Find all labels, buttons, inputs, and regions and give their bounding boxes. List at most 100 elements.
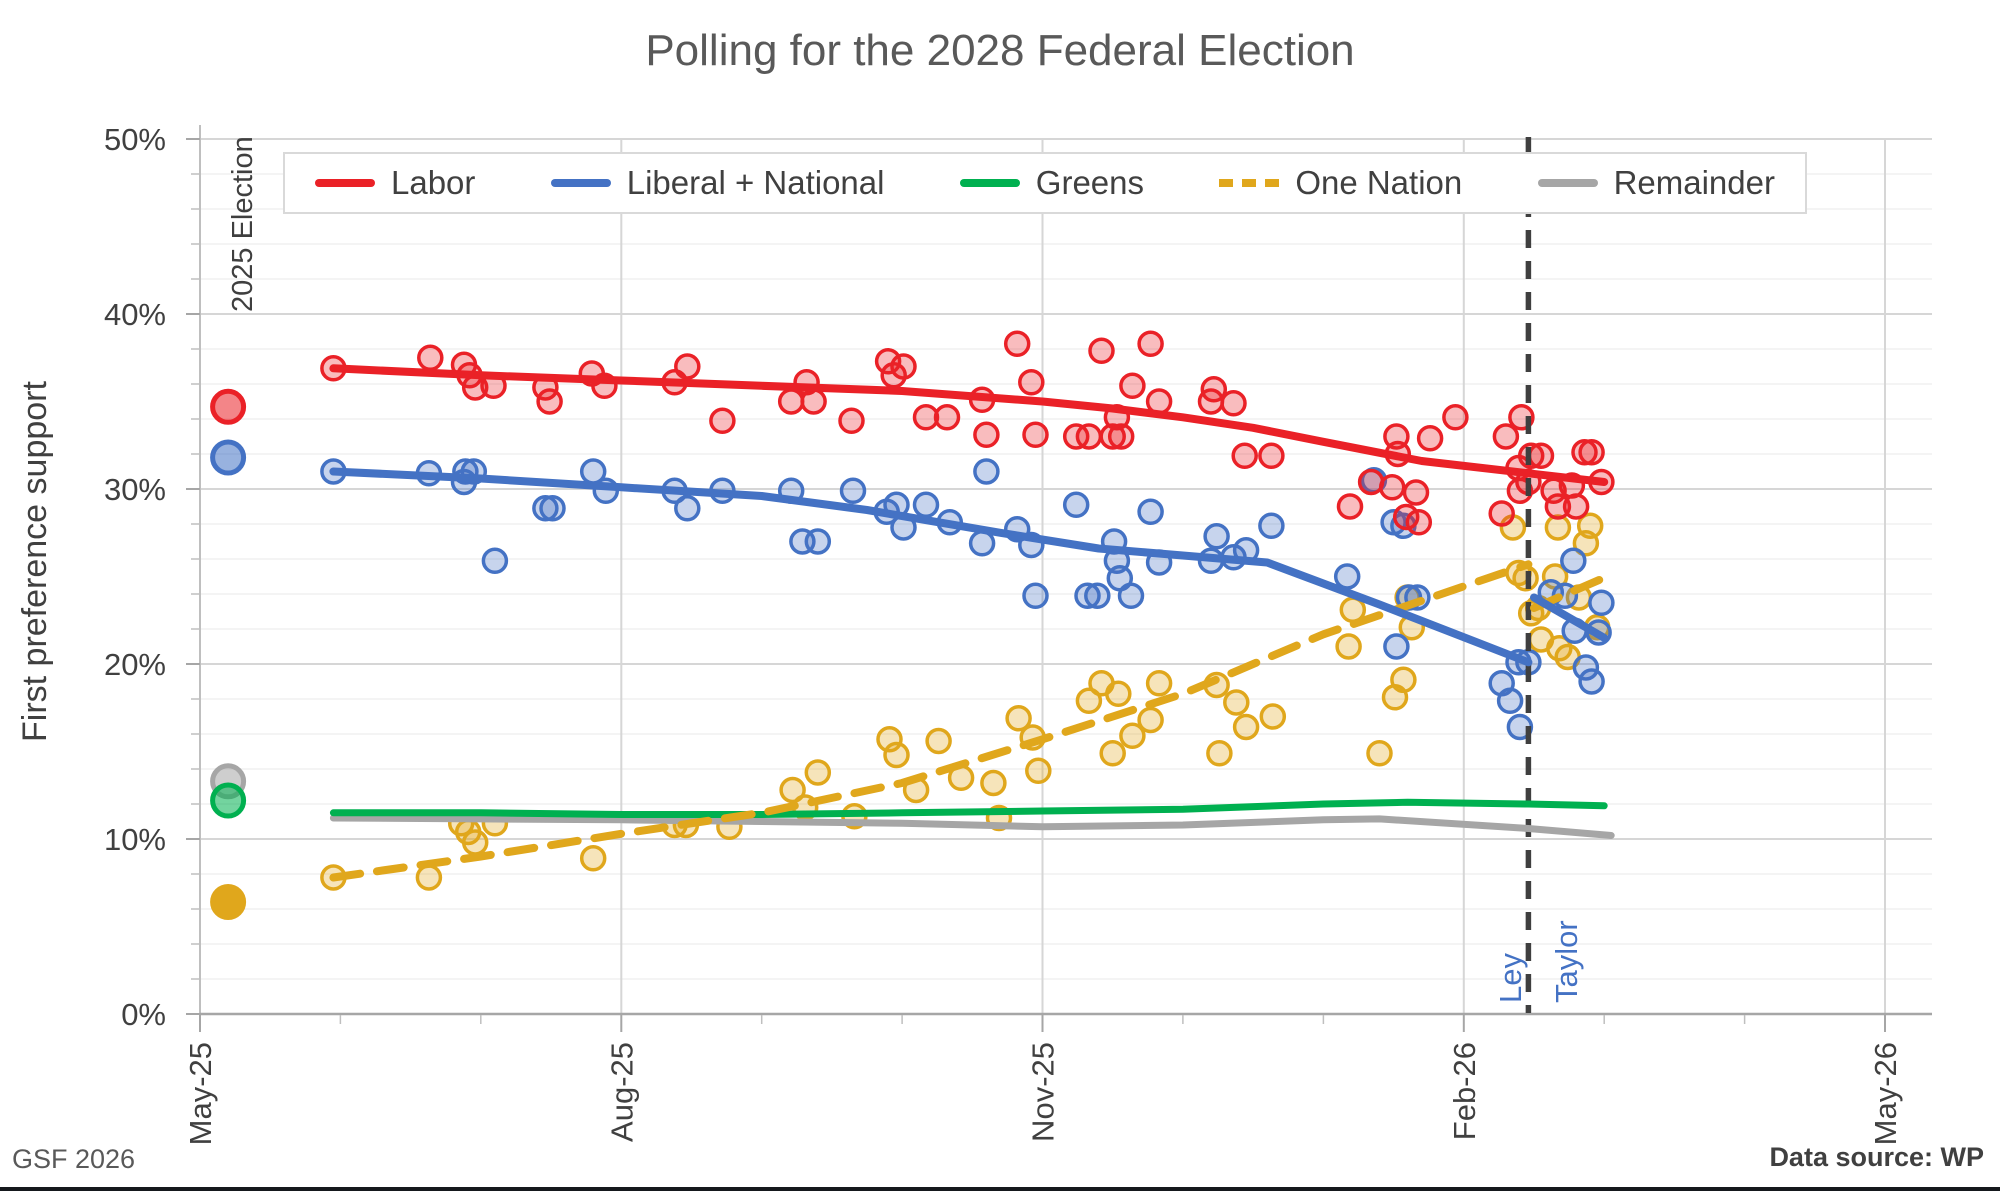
poll-point-labor <box>1258 442 1285 470</box>
poll-point-one-nation <box>415 864 443 891</box>
poll-point-labor <box>1578 439 1605 466</box>
legend-swatch-icon <box>315 179 375 187</box>
poll-point-labor <box>1018 369 1045 396</box>
poll-point-liberal-national <box>1137 498 1164 526</box>
poll-point-labor <box>1416 425 1444 452</box>
y-axis-tick-label: 0% <box>121 997 166 1032</box>
chart-title: Polling for the 2028 Federal Election <box>645 26 1355 75</box>
legend-item-one-nation[interactable]: One Nation <box>1219 164 1462 202</box>
poll-point-labor <box>890 353 917 380</box>
poll-point-liberal-national <box>839 477 867 505</box>
poll-point-liberal-national <box>674 495 701 522</box>
poll-point-labor <box>1492 423 1520 450</box>
trend-line-labor <box>329 364 1609 486</box>
poll-point-liberal-national <box>968 530 996 557</box>
poll-point-one-nation <box>1544 514 1572 541</box>
bottom-border <box>0 1187 2000 1191</box>
poll-point-liberal-national <box>1062 491 1090 519</box>
legend-swatch-icon <box>550 179 611 187</box>
poll-point-one-nation <box>1259 703 1287 730</box>
leader-taylor-label: Taylor <box>1549 920 1584 1003</box>
poll-point-one-nation <box>804 759 832 786</box>
poll-point-labor <box>1075 423 1103 450</box>
trend-line-one-nation <box>329 560 1533 882</box>
election-2025-marker-greens <box>210 782 247 819</box>
poll-point-labor <box>1405 509 1433 536</box>
poll-point-labor <box>800 388 827 415</box>
election-2025-marker-labor <box>210 388 247 425</box>
poll-point-labor <box>777 388 805 415</box>
legend-label: Liberal + National <box>626 164 885 201</box>
legend-swatch-icon <box>1219 179 1280 187</box>
poll-point-liberal-national <box>532 495 559 522</box>
poll-point-liberal-national <box>1496 687 1524 715</box>
x-axis-tick-label: Nov-25 <box>1026 1042 1061 1142</box>
poll-point-labor <box>1119 372 1146 400</box>
poll-point-labor <box>417 344 444 372</box>
legend-item-liberal-national[interactable]: Liberal + National <box>550 164 885 202</box>
poll-point-labor <box>1402 479 1430 506</box>
y-axis-tick-label: 40% <box>104 297 166 332</box>
poll-point-labor <box>674 353 701 380</box>
election-2025-marker-one-nation <box>210 884 247 920</box>
poll-point-liberal-national <box>1333 563 1361 590</box>
poll-point-one-nation <box>1390 666 1417 694</box>
poll-point-labor <box>1220 390 1247 417</box>
poll-point-labor <box>1378 474 1406 501</box>
poll-point-liberal-national <box>1572 654 1600 681</box>
leader-ley-label: Ley <box>1493 953 1528 1003</box>
poll-point-labor <box>1088 337 1115 365</box>
poll-point-liberal-national <box>539 495 566 522</box>
legend-item-greens[interactable]: Greens <box>959 164 1144 202</box>
y-axis-tick-label: 30% <box>104 472 166 507</box>
poll-point-one-nation <box>1366 740 1393 767</box>
poll-point-labor <box>973 421 1000 449</box>
poll-point-labor <box>1562 493 1590 520</box>
poll-point-one-nation <box>461 829 489 856</box>
poll-point-liberal-national <box>1588 589 1615 617</box>
trend-line-liberal-national <box>329 467 1533 667</box>
poll-point-labor <box>1107 423 1135 450</box>
poll-point-one-nation <box>1232 713 1260 741</box>
legend-label: One Nation <box>1295 164 1463 201</box>
poll-point-liberal-national <box>1578 668 1605 695</box>
election-2025-label: 2025 Election <box>227 136 259 312</box>
poll-point-one-nation <box>1099 740 1126 767</box>
trend-line-liberal-national-post <box>1530 593 1609 642</box>
poll-point-one-nation <box>1335 633 1362 660</box>
x-axis-tick-label: May-25 <box>183 1042 218 1145</box>
poll-point-labor <box>1022 421 1049 449</box>
y-axis-title: First preference support <box>16 381 54 742</box>
x-axis-tick-label: Feb-26 <box>1447 1042 1482 1140</box>
poll-point-liberal-national <box>1084 582 1111 610</box>
poll-point-liberal-national <box>1258 512 1285 540</box>
poll-point-one-nation <box>1119 722 1146 750</box>
poll-point-labor <box>1099 423 1126 450</box>
poll-point-one-nation <box>1025 757 1052 785</box>
poll-point-liberal-national <box>973 458 1000 485</box>
poll-point-liberal-national <box>481 547 509 575</box>
poll-point-one-nation <box>980 769 1007 797</box>
election-2025-marker-liberal-national <box>210 439 247 476</box>
poll-point-labor <box>1003 330 1031 358</box>
poll-point-one-nation <box>1005 705 1032 732</box>
poll-point-one-nation <box>1512 565 1539 592</box>
poll-point-liberal-national <box>804 528 832 555</box>
trend-line-greens <box>329 798 1608 818</box>
y-axis-tick-label: 10% <box>104 822 166 857</box>
legend-item-remainder[interactable]: Remainder <box>1537 164 1775 202</box>
trend-line-remainder <box>329 814 1615 839</box>
legend-swatch-icon <box>1537 179 1598 187</box>
poll-point-labor <box>1200 376 1228 403</box>
poll-point-labor <box>709 407 736 435</box>
poll-point-one-nation <box>579 845 607 872</box>
poll-point-labor <box>1527 442 1555 470</box>
poll-point-labor <box>874 348 902 375</box>
legend: Labor Liberal + National Greens One Nation R… <box>283 152 1807 214</box>
poll-point-one-nation <box>779 776 806 804</box>
poll-point-liberal-national <box>1560 547 1587 575</box>
legend-label: Greens <box>1035 164 1144 201</box>
poll-point-labor <box>1357 468 1385 496</box>
legend-item-labor[interactable]: Labor <box>315 164 475 202</box>
